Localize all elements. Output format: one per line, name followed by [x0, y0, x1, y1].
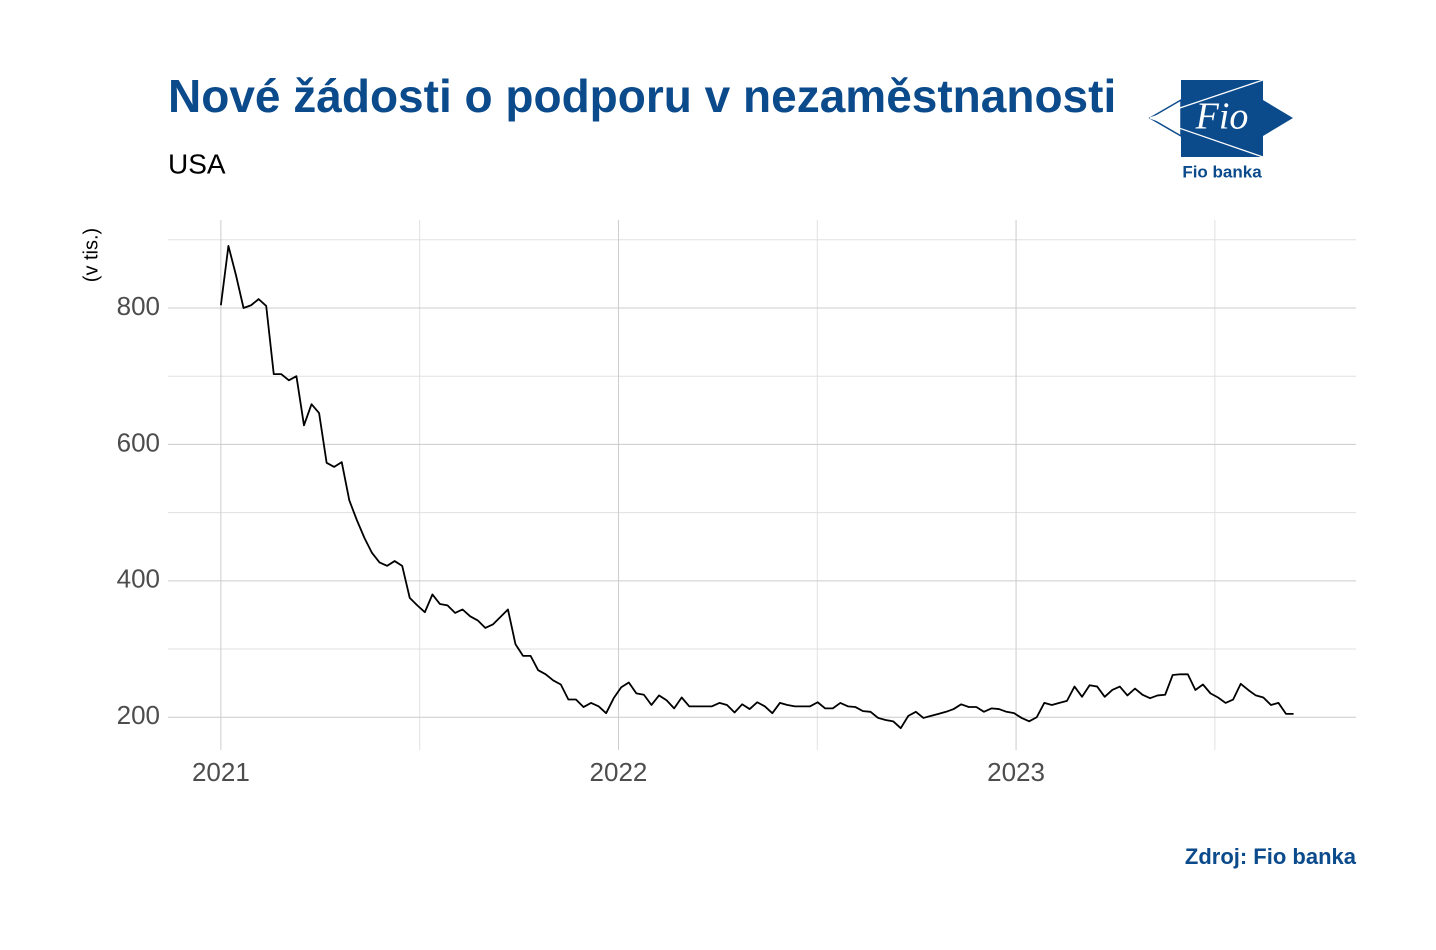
x-tick-label: 2023 — [987, 757, 1045, 787]
x-tick-label: 2021 — [192, 757, 250, 787]
y-tick-label: 400 — [117, 564, 160, 594]
y-tick-label: 600 — [117, 427, 160, 457]
chart-subtitle: USA — [168, 148, 226, 179]
plot — [219, 245, 1294, 730]
logo-stroke — [1149, 79, 1264, 119]
y-axis-title: (v tis.) — [80, 228, 102, 282]
chart-title: Nové žádosti o podporu v nezaměstnanosti — [168, 70, 1116, 122]
y-tick-label: 800 — [117, 291, 160, 321]
logo: Fio Fio banka — [1148, 79, 1293, 181]
logo-stroke — [1149, 117, 1264, 158]
x-tick-label: 2022 — [590, 757, 648, 787]
line-series — [219, 245, 1294, 730]
logo-text: Fio — [1195, 96, 1249, 138]
source: Zdroj: Fio banka — [1185, 844, 1357, 869]
y-tick-label: 200 — [117, 700, 160, 730]
grid — [168, 220, 1356, 750]
logo-caption: Fio banka — [1182, 162, 1262, 181]
